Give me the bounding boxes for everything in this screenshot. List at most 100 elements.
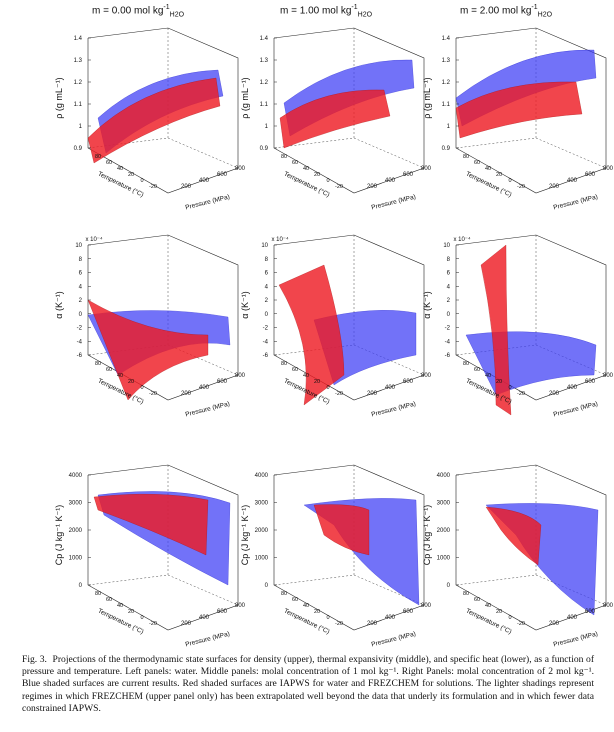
temperature-tick-label: -20 [517,621,525,627]
panel-r3-c1 [87,464,239,631]
pressure-tick-label: 200 [367,391,378,397]
z-tick-label: 4000 [437,473,451,479]
pressure-tick-label: 200 [367,621,378,627]
temperature-tick-label: 60 [292,597,298,603]
temperature-tick-label: 20 [314,172,320,178]
panel-r1-c1 [87,27,239,194]
temperature-tick-label: 80 [95,361,101,367]
z-tick-label: 0 [265,583,269,589]
z-tick-label: -2 [263,326,269,332]
z-tick-label: 1000 [437,556,451,562]
temperature-tick-label: 20 [314,609,320,615]
panel-r3-c3 [455,464,607,631]
z-tick-label: 2 [447,298,451,304]
temperature-tick-label: 20 [128,379,134,385]
panel-box-back [273,28,425,169]
panel-r2-c1 [87,234,239,401]
temperature-tick-label: 20 [496,379,502,385]
temperature-tick-label: 0 [508,385,511,391]
z-multiplier: x 10⁻⁴ [85,236,103,243]
pressure-tick-label: 600 [403,609,414,615]
panel-box-back [87,28,239,169]
z-tick-label: 1.1 [260,102,269,108]
temperature-tick-label: 40 [303,603,309,609]
temperature-tick-label: 40 [117,166,123,172]
z-tick-label: 1000 [255,556,269,562]
pressure-tick-label: 200 [181,184,192,190]
z-tick-label: -2 [77,326,83,332]
z-multiplier: x 10⁻⁴ [453,236,471,243]
figure-caption: Fig. 3. Projections of the thermodynamic… [22,654,594,715]
panel-r2-c2 [273,234,425,406]
temperature-tick-label: 0 [326,178,329,184]
z-tick-label: 10 [75,243,82,249]
temperature-tick-label: 60 [292,367,298,373]
temperature-axis-label: Temperature (°C) [283,170,331,199]
temperature-tick-label: -20 [149,391,157,397]
temperature-tick-label: 60 [106,160,112,166]
red-surface [313,504,370,556]
temperature-tick-label: -20 [517,184,525,190]
surface-plots: 0.911.11.21.31.4ρ (g mL⁻¹)200400600800Pr… [54,27,614,648]
z-tick-label: 0 [79,583,83,589]
pressure-tick-label: 400 [199,615,210,621]
pressure-tick-label: 200 [367,184,378,190]
z-axis-label: ρ (g mL⁻¹) [240,77,250,118]
temperature-tick-label: 80 [281,591,287,597]
temperature-tick-label: 40 [485,166,491,172]
pressure-tick-label: 600 [403,172,414,178]
red-surface [278,264,345,406]
temperature-tick-label: 80 [281,154,287,160]
temperature-tick-label: 0 [140,615,143,621]
z-tick-label: 1.4 [74,36,83,42]
z-tick-label: 3000 [255,501,269,507]
z-tick-label: 8 [447,257,451,263]
z-tick-label: 8 [79,257,83,263]
temperature-tick-label: 80 [281,361,287,367]
z-tick-label: 4 [265,284,269,290]
red-surface [87,77,221,164]
z-tick-label: -4 [77,339,83,345]
z-tick-label: 0 [447,312,451,318]
z-tick-label: 1 [447,124,451,130]
temperature-tick-label: -20 [149,184,157,190]
z-axis-label: α (K⁻¹) [54,291,64,318]
z-tick-label: 6 [265,271,269,277]
z-tick-label: 4 [79,284,83,290]
pressure-tick-label: 400 [199,178,210,184]
panel-r1-c2 [273,27,425,194]
pressure-tick-label: 800 [235,166,246,172]
z-tick-label: 3000 [69,501,83,507]
temperature-tick-label: 20 [496,172,502,178]
temperature-tick-label: -20 [335,621,343,627]
pressure-tick-label: 600 [217,172,228,178]
z-tick-label: 4000 [255,473,269,479]
pressure-tick-label: 600 [403,379,414,385]
column-title-2: m = 1.00 mol kg-1H2O [280,4,373,19]
pressure-tick-label: 800 [603,166,614,172]
pressure-tick-label: 800 [235,373,246,379]
z-tick-label: -6 [77,353,83,359]
z-tick-label: 0.9 [442,146,451,152]
z-tick-label: -4 [445,339,451,345]
pressure-tick-label: 600 [217,379,228,385]
z-tick-label: 3000 [437,501,451,507]
z-tick-label: 1.2 [442,80,451,86]
temperature-axis-label: Temperature (°C) [97,607,145,636]
red-surface [279,89,391,149]
temperature-tick-label: 20 [496,609,502,615]
z-tick-label: -6 [445,353,451,359]
panel-r2-c3 [455,234,607,416]
z-tick-label: 0 [79,312,83,318]
pressure-tick-label: 200 [549,621,560,627]
temperature-tick-label: 60 [106,367,112,373]
pressure-tick-label: 400 [385,178,396,184]
temperature-tick-label: 0 [140,178,143,184]
caption-label: Fig. 3. [22,654,47,665]
z-tick-label: 1.1 [442,102,451,108]
pressure-tick-label: 400 [385,615,396,621]
z-tick-label: 0.9 [260,146,269,152]
z-axis-label: α (K⁻¹) [422,291,432,318]
z-tick-label: 1.2 [260,80,269,86]
z-tick-label: 1000 [69,556,83,562]
